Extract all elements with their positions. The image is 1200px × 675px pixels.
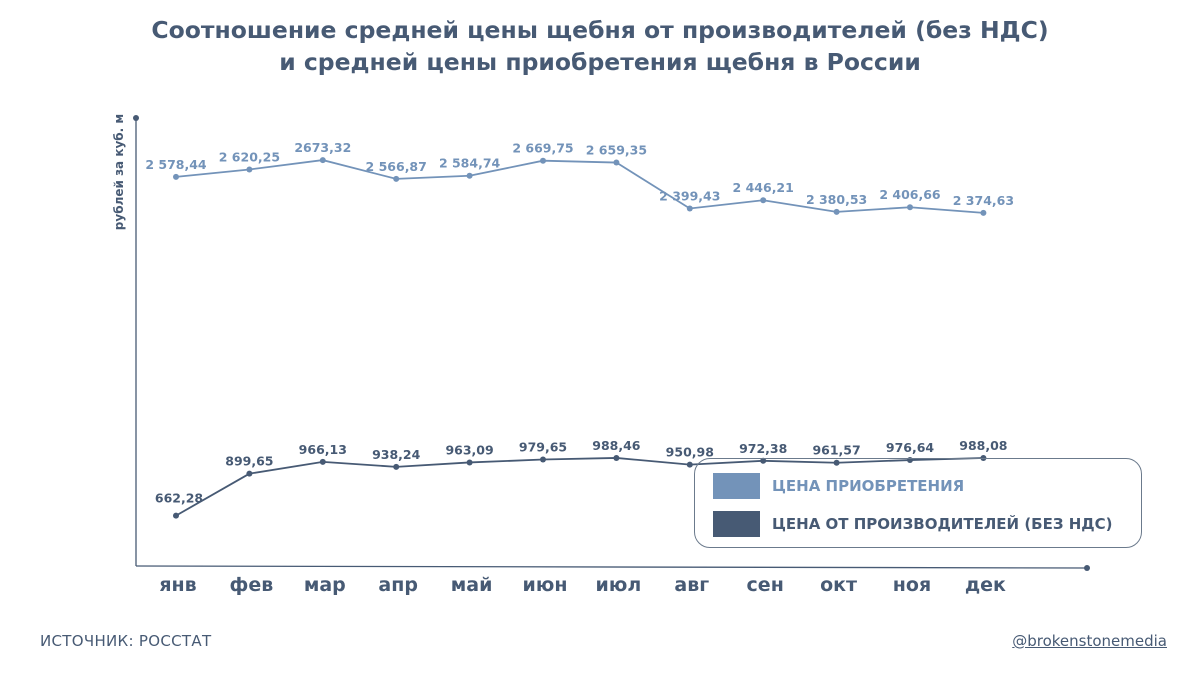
data-point-purchase: [393, 175, 400, 182]
data-point-purchase: [907, 204, 913, 211]
data-label-producer: 966,13: [299, 442, 347, 457]
legend-item-purchase: ЦЕНА ПРИОБРЕТЕНИЯ: [713, 473, 964, 499]
data-point-purchase: [173, 173, 179, 180]
data-label-producer: 938,24: [372, 447, 421, 462]
data-point-producer: [613, 454, 620, 461]
social-handle-link[interactable]: @brokenstonemedia: [1012, 632, 1167, 650]
x-tick-label: фев: [230, 574, 274, 596]
source-note: ИСТОЧНИК: РОССТАТ: [40, 632, 212, 650]
x-tick-label: авг: [674, 574, 709, 596]
legend-swatch-purchase: [713, 473, 760, 499]
data-point-producer: [540, 456, 546, 463]
legend-label-purchase: ЦЕНА ПРИОБРЕТЕНИЯ: [772, 477, 965, 495]
x-tick-label: окт: [820, 574, 857, 596]
data-label-purchase: 2 406,66: [879, 187, 941, 202]
data-label-purchase: 2 399,43: [659, 189, 720, 204]
legend: ЦЕНА ПРИОБРЕТЕНИЯ ЦЕНА ОТ ПРОИЗВОДИТЕЛЕЙ…: [694, 458, 1142, 548]
x-tick-label: апр: [378, 574, 418, 596]
data-label-producer: 972,38: [739, 441, 787, 456]
data-point-purchase: [540, 157, 546, 164]
x-tick-label: янв: [159, 574, 196, 596]
data-point-purchase: [613, 159, 620, 166]
x-tick-label: июл: [596, 574, 642, 596]
data-label-purchase: 2 584,74: [439, 156, 501, 171]
data-point-purchase: [466, 172, 473, 179]
data-point-producer: [246, 470, 253, 477]
x-axis-line: [135, 565, 1088, 569]
data-point-purchase: [319, 157, 326, 164]
x-axis-end-dot: [1084, 565, 1090, 571]
x-tick-label: май: [451, 574, 493, 596]
data-label-producer: 976,64: [886, 440, 935, 455]
series-line-purchase: [175, 159, 984, 214]
data-label-purchase: 2 620,25: [219, 149, 280, 164]
data-point-purchase: [833, 208, 840, 215]
data-point-purchase: [246, 166, 253, 173]
chart-title: Соотношение средней цены щебня от произв…: [0, 14, 1200, 78]
data-label-purchase: 2 446,21: [733, 180, 794, 195]
data-label-purchase: 2 380,53: [806, 192, 867, 207]
data-label-purchase: 2 578,44: [145, 157, 207, 172]
legend-item-producer: ЦЕНА ОТ ПРОИЗВОДИТЕЛЕЙ (БЕЗ НДС): [713, 511, 1113, 537]
data-label-purchase: 2 669,75: [512, 141, 573, 156]
data-point-producer: [319, 458, 326, 465]
data-point-producer: [466, 459, 473, 466]
x-tick-labels: янв фев мар апр май июн июл авг сен окт ноя дек: [159, 574, 1006, 596]
data-label-purchase: 2 566,87: [366, 159, 427, 174]
x-tick-label: мар: [304, 574, 346, 596]
data-label-producer: 963,09: [445, 442, 493, 457]
data-label-producer: 662,28: [155, 491, 203, 506]
data-point-purchase: [686, 205, 693, 212]
data-point-purchase: [760, 197, 767, 204]
data-label-purchase: 2 659,35: [586, 143, 647, 158]
data-point-producer: [686, 461, 693, 468]
data-label-producer: 961,57: [812, 443, 860, 458]
data-point-producer: [173, 512, 179, 519]
data-label-purchase: 2 374,63: [953, 193, 1014, 208]
data-point-purchase: [980, 209, 987, 216]
y-axis-end-dot: [133, 115, 139, 121]
chart-title-line-1: Соотношение средней цены щебня от произв…: [151, 16, 1049, 44]
data-label-producer: 979,65: [519, 440, 567, 455]
data-label-producer: 950,98: [666, 445, 714, 460]
data-label-producer: 988,46: [592, 438, 641, 453]
data-point-producer: [833, 459, 840, 466]
x-tick-label: июн: [523, 574, 568, 596]
chart-title-line-2: и средней цены приобретения щебня в Росс…: [279, 48, 921, 76]
y-axis-label: рублей за куб. м: [112, 114, 126, 230]
x-tick-label: дек: [965, 574, 1006, 596]
data-label-producer: 899,65: [225, 454, 273, 469]
x-tick-label: сен: [747, 574, 784, 596]
series-layer: 2 578,44 2 620,25 2673,32 2 566,87 2 584,74 2…: [145, 140, 1014, 519]
x-tick-label: ноя: [893, 574, 931, 596]
data-point-producer: [393, 463, 400, 470]
data-point-producer: [760, 457, 767, 464]
data-label-purchase: 2673,32: [294, 140, 351, 155]
legend-label-producer: ЦЕНА ОТ ПРОИЗВОДИТЕЛЕЙ (БЕЗ НДС): [772, 515, 1113, 533]
legend-swatch-producer: [713, 511, 760, 537]
data-label-producer: 988,08: [959, 438, 1007, 453]
series-line-producer: [175, 457, 984, 517]
